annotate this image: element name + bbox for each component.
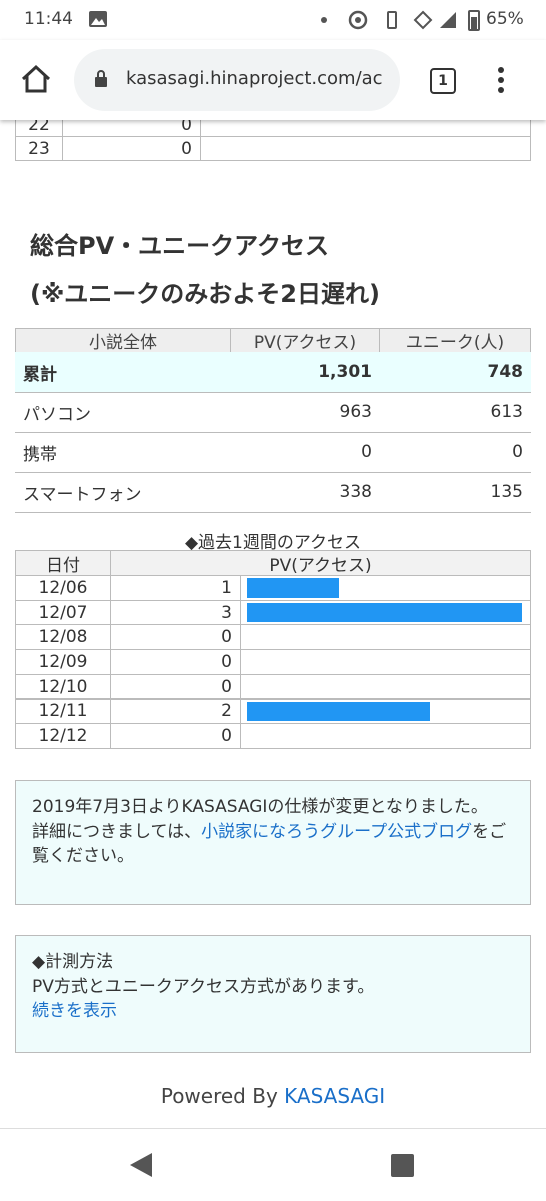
method-title: ◆計測方法 bbox=[32, 952, 114, 972]
notice-text: をご覧ください。 bbox=[32, 821, 507, 867]
method-text: PV方式とユニークアクセス方式があります。 bbox=[32, 976, 375, 997]
table-cell bbox=[240, 723, 531, 749]
pv-bar bbox=[247, 701, 431, 722]
menu-button[interactable] bbox=[496, 66, 506, 94]
recents-button[interactable] bbox=[390, 1153, 416, 1179]
table-cell: 12/12 bbox=[15, 723, 111, 749]
header-cell: 小説全体 bbox=[15, 328, 231, 353]
more-link[interactable]: 続きを表示 bbox=[32, 1001, 117, 1021]
nav-bar bbox=[0, 1128, 546, 1201]
table-cell bbox=[240, 673, 531, 700]
table-cell: 12/08 bbox=[15, 624, 111, 651]
table-cell: 2 bbox=[110, 698, 241, 725]
notice-box: 2019年7月3日よりKASASAGIの仕様が変更となりました。 詳細につきまして… bbox=[15, 780, 531, 905]
table-cell: 12/06 bbox=[15, 575, 111, 601]
table-cell: 963 bbox=[230, 392, 380, 433]
table-cell: パソコン bbox=[15, 392, 231, 433]
weekly-title: ◆過去1週間のアクセス bbox=[184, 533, 362, 553]
status-bar: 11:44 65% bbox=[0, 0, 546, 40]
method-box: ◆計測方法 PV方式とユニークアクセス方式があります。 続きを表示 bbox=[15, 935, 531, 1053]
footer: Powered By KASASAGI bbox=[0, 1084, 546, 1108]
url: kasasagi.hinaproject.com/ac bbox=[126, 68, 383, 89]
table-cell: 12/07 bbox=[15, 599, 111, 626]
table-cell bbox=[200, 136, 531, 161]
notice-text: 2019年7月3日よりKASASAGIの仕様が変更となりました。 bbox=[32, 797, 488, 817]
battery-icon bbox=[468, 10, 480, 31]
table-cell: 携帯 bbox=[15, 432, 231, 473]
table-cell: 0 bbox=[62, 136, 201, 161]
table-cell: 0 bbox=[230, 432, 380, 473]
browser-bar: kasasagi.hinaproject.com/ac 1 bbox=[0, 40, 546, 120]
table-cell: 0 bbox=[110, 723, 241, 749]
gallery-icon bbox=[89, 11, 107, 27]
table-cell: 12/10 bbox=[15, 673, 111, 700]
table-cell: 338 bbox=[230, 472, 380, 513]
section-title: 総合PV・ユニークアクセス bbox=[30, 232, 329, 260]
battery-level: 65% bbox=[486, 9, 524, 29]
notice-text: 詳細につきましては、 bbox=[32, 821, 202, 842]
clock: 11:44 bbox=[24, 9, 73, 29]
table-cell: 12/09 bbox=[15, 649, 111, 675]
header-cell: PV(アクセス) bbox=[230, 328, 380, 353]
pv-bar bbox=[247, 578, 339, 598]
table-cell: 135 bbox=[379, 472, 531, 513]
tab-switcher[interactable]: 1 bbox=[430, 68, 456, 94]
table-cell: 1,301 bbox=[230, 352, 380, 393]
home-button[interactable] bbox=[20, 64, 52, 94]
table-cell: 12/11 bbox=[15, 698, 111, 725]
table-cell: 0 bbox=[110, 673, 241, 700]
kasasagi-link[interactable]: KASASAGI bbox=[284, 1084, 386, 1108]
status-icons bbox=[321, 10, 456, 30]
table-cell bbox=[240, 649, 531, 675]
header-cell: ユニーク(人) bbox=[379, 328, 531, 353]
table-cell: 1 bbox=[110, 575, 241, 601]
footer-text: Powered By bbox=[160, 1084, 278, 1108]
header-cell: PV(アクセス) bbox=[110, 550, 531, 576]
table-cell: 613 bbox=[379, 392, 531, 433]
lock-icon bbox=[95, 70, 107, 87]
table-cell: 23 bbox=[15, 136, 63, 161]
table-cell: 748 bbox=[379, 352, 531, 393]
section-subtitle: (※ユニークのみおよそ2日遅れ) bbox=[30, 280, 380, 308]
pv-bar bbox=[247, 602, 522, 623]
blog-link[interactable]: 小説家になろうグループ公式ブログ bbox=[201, 821, 473, 842]
table-cell: 0 bbox=[379, 432, 531, 473]
table-cell: スマートフォン bbox=[15, 472, 231, 513]
table-cell: 0 bbox=[110, 649, 241, 675]
table-cell: 3 bbox=[110, 599, 241, 626]
table-cell bbox=[240, 624, 531, 651]
header-cell: 日付 bbox=[15, 550, 111, 576]
table-cell: 0 bbox=[110, 624, 241, 651]
table-cell: 累計 bbox=[15, 352, 231, 393]
url-bar[interactable]: kasasagi.hinaproject.com/ac bbox=[74, 49, 400, 111]
back-button[interactable] bbox=[128, 1151, 154, 1179]
